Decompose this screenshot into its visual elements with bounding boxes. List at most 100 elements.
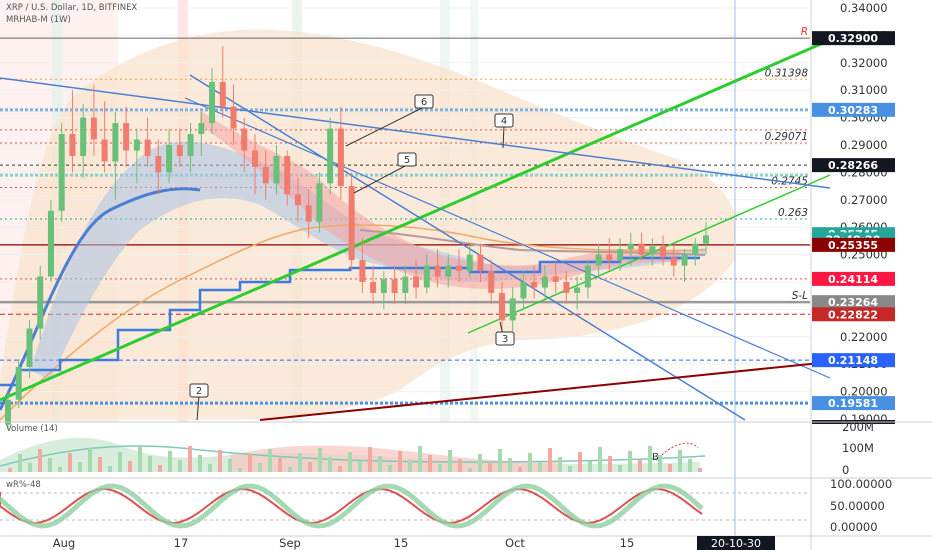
price-badge-text: 0.23264	[828, 296, 878, 309]
volume-bar	[278, 458, 282, 472]
candle-body	[584, 265, 591, 288]
volume-bar	[488, 463, 492, 472]
cursor-date-badge	[697, 536, 775, 550]
price-badge-text: 0.30283	[828, 104, 878, 117]
price-badge	[812, 307, 895, 322]
price-tick-label: 0.34000	[840, 1, 888, 15]
candle-body	[15, 366, 22, 400]
volume-bar	[438, 464, 442, 472]
candle-body	[251, 150, 258, 167]
candle-body	[617, 249, 624, 261]
volume-bar	[268, 449, 272, 472]
volume-bar	[448, 450, 452, 472]
time-axis[interactable]: Aug 17 Sep 15 Oct 15 20-10-30	[0, 535, 932, 550]
volume-bar	[78, 462, 82, 472]
price-tick-label: 0.29000	[840, 138, 888, 152]
candle-body	[284, 155, 291, 195]
callout-box	[495, 331, 515, 346]
callout-label: 2	[196, 386, 202, 397]
candle-body	[305, 205, 312, 222]
candle-body	[123, 123, 130, 151]
volume-bar	[208, 464, 212, 472]
candle-body	[176, 145, 183, 156]
trend-lines	[0, 38, 831, 421]
wr-tick-label: 100.00000	[830, 477, 892, 491]
volume-bar	[548, 448, 552, 472]
candle-body	[670, 257, 677, 266]
candle-body	[262, 166, 269, 184]
darkred-trendline	[259, 361, 831, 421]
candle-body	[402, 276, 409, 293]
candle-body	[101, 139, 108, 162]
callout-label: 3	[502, 334, 508, 345]
candle-body	[209, 81, 216, 124]
volume-tick-label: 0	[842, 463, 849, 477]
level-label: 0.29071	[765, 131, 808, 143]
volume-bar	[528, 453, 532, 472]
candle-body	[703, 235, 709, 244]
candle-body	[230, 106, 237, 129]
volume-bar	[608, 456, 612, 472]
volume-bar	[178, 460, 182, 472]
candle-body	[187, 134, 194, 156]
candle-body	[112, 123, 119, 162]
volume-bar	[508, 458, 512, 472]
time-tick-label: Sep	[279, 536, 301, 550]
blue-ribbon	[30, 141, 705, 380]
wr-fast-line	[0, 483, 704, 529]
candle-body	[434, 265, 441, 277]
volume-pane[interactable]: 200M 100M 0 B	[0, 420, 932, 477]
volume-bar	[378, 456, 382, 472]
price-badge	[812, 102, 895, 117]
callout-leader	[196, 395, 200, 421]
price-badge	[812, 158, 895, 173]
volume-bar	[558, 457, 562, 472]
candle-body	[423, 265, 430, 288]
volume-bar	[48, 458, 52, 472]
volume-bar	[138, 447, 142, 472]
volume-bar	[408, 460, 412, 472]
volume-bar	[648, 446, 652, 472]
blue-trendline-upper	[0, 77, 831, 189]
candle-body	[58, 134, 65, 211]
candle-body	[241, 128, 248, 151]
volume-bar	[658, 455, 662, 472]
callout-label: 4	[501, 116, 507, 127]
candle-body	[370, 282, 377, 293]
price-badge	[812, 396, 895, 411]
candle-body	[359, 260, 366, 282]
volume-bar	[328, 457, 332, 472]
volume-pane-label: Volume (14)	[6, 424, 58, 434]
volume-bar	[388, 465, 392, 472]
volume-bar	[578, 452, 582, 472]
volume-bar	[228, 459, 232, 472]
wr-tick-label: 0.00000	[830, 520, 878, 534]
price-badge-text: 0.22822	[828, 308, 878, 321]
time-tick-label: 15	[620, 536, 635, 550]
wr-pane-label: wR%-48	[6, 480, 41, 490]
candlesticks	[5, 46, 709, 430]
candle-body	[5, 399, 11, 425]
volume-bar	[238, 468, 242, 472]
level-label: 0.31398	[765, 67, 809, 79]
candle-body	[348, 186, 355, 261]
volume-bar	[518, 467, 522, 472]
candle-body	[531, 282, 538, 288]
time-tick-label: Oct	[505, 536, 525, 550]
volume-bar	[118, 452, 122, 472]
candle-body	[649, 246, 656, 255]
volume-bar	[298, 453, 302, 472]
indicator-title: MRHAB-M (1W)	[6, 15, 71, 25]
callout-box	[397, 152, 417, 167]
candle-body	[144, 139, 151, 156]
candle-body	[155, 155, 162, 173]
volume-bar	[108, 466, 112, 472]
callout-label: 6	[421, 97, 427, 108]
time-tick-label: 17	[174, 536, 189, 550]
candle-body	[80, 117, 87, 156]
price-badge-text: 0.28266	[828, 159, 878, 172]
williams-r-pane[interactable]: 100.00000 50.00000 0.00000	[0, 477, 932, 534]
volume-bar	[498, 449, 502, 472]
volume-bar	[168, 451, 172, 472]
